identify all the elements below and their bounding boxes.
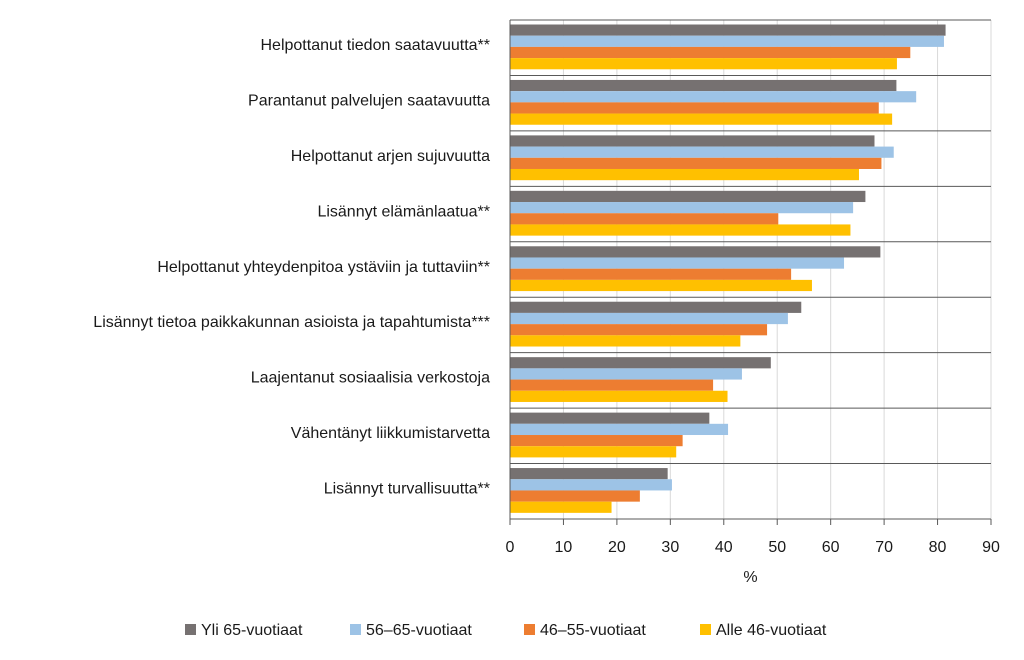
x-tick-label: 50	[768, 539, 786, 556]
x-axis-title: %	[743, 569, 757, 586]
category-label: Lisännyt turvallisuutta**	[324, 481, 490, 498]
bar	[510, 279, 812, 292]
legend-swatch	[700, 624, 711, 635]
bar	[510, 46, 911, 59]
bar	[510, 91, 917, 103]
x-tick-label: 60	[822, 539, 840, 556]
x-tick-label: 10	[555, 539, 573, 556]
bar	[510, 379, 714, 391]
bar	[510, 446, 677, 458]
bar	[510, 357, 771, 369]
x-tick-label: 90	[982, 539, 1000, 556]
legend-label: Yli 65-vuotiaat	[201, 622, 303, 639]
bar	[510, 335, 741, 347]
bar	[510, 24, 946, 36]
x-tick-label: 20	[608, 539, 626, 556]
category-label: Helpottanut tiedon saatavuutta**	[261, 37, 491, 54]
bar	[510, 368, 742, 380]
bar	[510, 202, 854, 214]
bar	[510, 213, 779, 225]
bar	[510, 479, 672, 491]
bar	[510, 490, 640, 502]
category-label: Helpottanut arjen sujuvuutta	[291, 148, 490, 165]
category-label: Lisännyt tietoa paikkakunnan asioista ja…	[93, 314, 490, 331]
bar	[510, 135, 875, 147]
x-tick-label: 70	[875, 539, 893, 556]
category-label: Lisännyt elämänlaatua**	[317, 203, 490, 220]
bar	[510, 412, 710, 424]
bar	[510, 35, 944, 47]
category-label: Vähentänyt liikkumistarvetta	[291, 425, 490, 442]
bar	[510, 157, 882, 169]
bar	[510, 268, 792, 280]
bar	[510, 324, 768, 336]
x-tick-label: 80	[929, 539, 947, 556]
category-label: Parantanut palvelujen saatavuutta	[248, 92, 490, 109]
bar	[510, 146, 894, 158]
bar	[510, 224, 851, 236]
bar	[510, 58, 897, 70]
bar	[510, 390, 728, 402]
x-tick-label: 30	[661, 539, 679, 556]
x-tick-label: 0	[506, 539, 515, 556]
bar	[510, 102, 879, 114]
bar	[510, 246, 881, 258]
bar	[510, 435, 683, 447]
bar	[510, 168, 859, 181]
bar	[510, 113, 893, 125]
bar	[510, 257, 845, 269]
legend-swatch	[524, 624, 535, 635]
bar	[510, 312, 788, 325]
bar	[510, 423, 729, 436]
bar	[510, 79, 897, 92]
legend-swatch	[350, 624, 361, 635]
legend-label: 46–55-vuotiaat	[540, 622, 646, 639]
category-label: Laajentanut sosiaalisia verkostoja	[251, 370, 490, 387]
legend-swatch	[185, 624, 196, 635]
bar	[510, 190, 866, 203]
legend-label: Alle 46-vuotiaat	[716, 622, 827, 639]
category-label: Helpottanut yhteydenpitoa ystäviin ja tu…	[157, 259, 490, 276]
x-tick-label: 40	[715, 539, 733, 556]
bar	[510, 468, 668, 480]
bar	[510, 501, 612, 513]
legend-label: 56–65-vuotiaat	[366, 622, 472, 639]
bar	[510, 301, 802, 313]
